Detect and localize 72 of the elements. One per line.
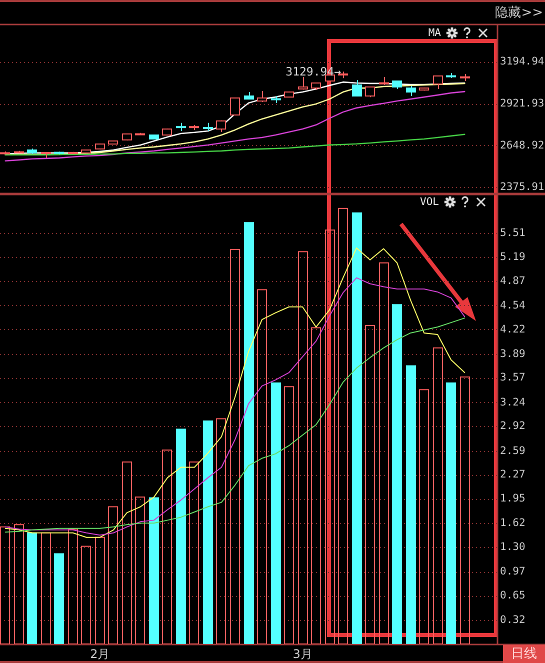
candlestick (257, 90, 267, 102)
bar (311, 327, 321, 644)
bar (446, 382, 456, 644)
chart-title: MA (428, 27, 442, 39)
line-series (4, 318, 466, 533)
y-tick-label: 3.57 (500, 372, 526, 384)
y-tick-label: 2921.93 (500, 98, 544, 110)
y-tick-label: 1.30 (500, 541, 526, 554)
bar (14, 524, 24, 644)
bar (81, 546, 91, 644)
bar (298, 251, 308, 644)
bar (460, 376, 470, 644)
bar (95, 536, 105, 644)
bar (162, 450, 172, 644)
candlestick (230, 97, 240, 116)
bar (325, 230, 335, 644)
y-tick-label: 0.32 (500, 614, 526, 626)
line-series (4, 134, 466, 156)
y-tick-label: 1.95 (500, 492, 526, 505)
y-tick-label: 5.51 (500, 227, 526, 240)
y-tick-label: 3.24 (500, 396, 526, 408)
bar (108, 506, 118, 644)
bar (419, 389, 429, 644)
bar (54, 553, 64, 644)
bar (230, 248, 240, 644)
bar (433, 347, 443, 644)
bar (271, 382, 281, 644)
y-tick-label: 1.62 (500, 517, 526, 530)
y-tick-label: 0.97 (500, 566, 526, 578)
text: 隐藏>> (495, 6, 543, 20)
bar (244, 222, 254, 644)
y-tick-label: 3194.94 (500, 56, 544, 68)
bar (176, 428, 186, 644)
bar (406, 365, 416, 644)
bar (365, 325, 375, 644)
bar (41, 532, 51, 644)
bar (338, 208, 348, 644)
line-series (4, 90, 466, 162)
y-tick-label: 2648.92 (500, 139, 544, 152)
bar (392, 304, 402, 644)
y-tick-label: 2.27 (500, 468, 526, 481)
y-tick-label: 4.22 (500, 323, 526, 336)
candlestick (365, 86, 375, 98)
bar (189, 462, 199, 644)
bar (0, 526, 10, 644)
bar (257, 289, 267, 644)
candlestick (298, 76, 308, 90)
x-tick-label: 2月 (90, 647, 110, 661)
y-tick-label: 0.65 (500, 590, 526, 602)
y-tick-label: 4.54 (500, 299, 526, 312)
chart-title: VOL (420, 196, 439, 208)
y-tick-label: 2.92 (500, 420, 526, 432)
y-tick-label: 2.59 (500, 444, 526, 457)
y-tick-label: 5.19 (500, 250, 526, 263)
bar (135, 496, 145, 644)
y-tick-label: 2375.91 (500, 181, 544, 194)
y-tick-label: 4.87 (500, 274, 526, 287)
bar (203, 420, 213, 644)
bar (379, 262, 389, 644)
y-tick-label: 3.89 (500, 348, 526, 360)
bar (122, 462, 132, 644)
bar (149, 497, 159, 644)
bar (68, 528, 78, 644)
bar (27, 532, 37, 644)
candlestick (352, 80, 362, 97)
x-tick-label: 3月 (292, 647, 312, 661)
candlestick (433, 74, 443, 90)
bar (284, 386, 294, 644)
text: 日线 (511, 646, 537, 662)
bar (352, 212, 362, 644)
candlestick (406, 86, 416, 96)
bar (216, 418, 226, 644)
